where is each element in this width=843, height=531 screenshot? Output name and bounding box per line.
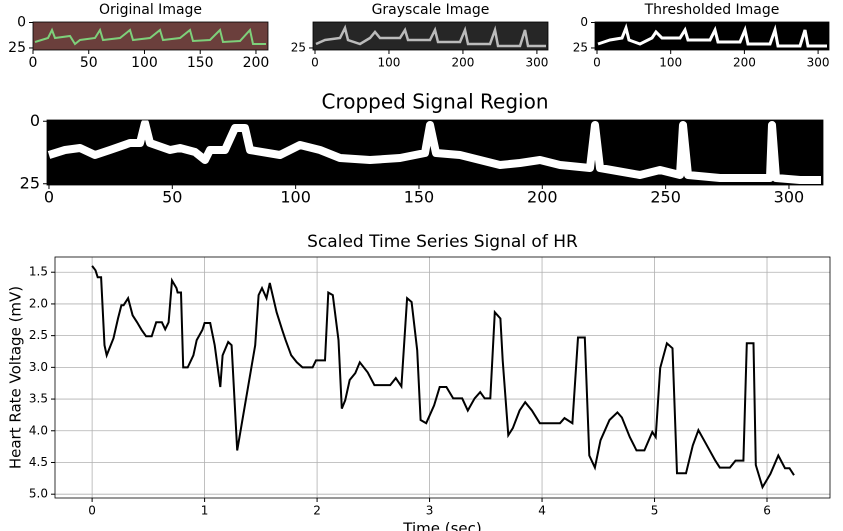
x-tick-label: 0 <box>311 56 319 70</box>
x-tick-label: 5 <box>651 504 659 518</box>
y-tick-label: 5.0 <box>29 487 48 501</box>
x-tick-label: 50 <box>162 188 182 207</box>
x-tick-label: 150 <box>187 55 214 71</box>
y-tick-label: 2.5 <box>29 328 48 342</box>
y-axis-label: Heart Rate Voltage (mV) <box>7 286 25 469</box>
image-trace <box>597 23 827 48</box>
image-bg <box>33 22 268 50</box>
x-axis-label: Time (sec) <box>402 520 481 531</box>
axes-frame <box>32 21 269 51</box>
series-line <box>91 265 795 490</box>
x-tick-label: 2 <box>313 504 321 518</box>
x-tick-label: 100 <box>378 56 401 70</box>
x-tick-label: 50 <box>80 55 98 71</box>
chart-title: Scaled Time Series Signal of HR <box>307 232 578 252</box>
x-tick-label: 0 <box>593 56 601 70</box>
y-tick-label: 3.5 <box>29 392 48 406</box>
axes-frame <box>54 256 831 499</box>
axes-frame <box>46 119 824 186</box>
y-tick-label: 4.5 <box>29 455 48 469</box>
image-trace <box>34 27 266 46</box>
x-tick-label: 200 <box>733 56 756 70</box>
y-tick-label: 0 <box>17 15 26 31</box>
chart-title: Cropped Signal Region <box>322 90 549 114</box>
chart-title: Original Image <box>99 2 202 18</box>
x-tick-label: 300 <box>525 56 548 70</box>
x-tick-label: 150 <box>404 188 435 207</box>
image-trace <box>315 24 546 48</box>
axes-frame <box>312 21 549 51</box>
x-tick-label: 0 <box>44 188 54 207</box>
x-tick-label: 300 <box>807 56 830 70</box>
y-tick-label: 1.5 <box>29 265 48 279</box>
axes-frame <box>594 21 830 51</box>
x-tick-label: 0 <box>88 504 96 518</box>
x-tick-label: 1 <box>201 504 209 518</box>
y-tick-label: 25 <box>8 40 26 56</box>
y-tick-label: 0 <box>30 111 40 130</box>
x-tick-label: 4 <box>538 504 546 518</box>
y-tick-label: 3.0 <box>29 360 48 374</box>
x-tick-label: 100 <box>280 188 311 207</box>
image-trace <box>47 119 821 184</box>
x-tick-label: 100 <box>659 56 682 70</box>
x-tick-label: 3 <box>426 504 434 518</box>
x-tick-label: 200 <box>243 55 270 71</box>
x-tick-label: 250 <box>650 188 681 207</box>
x-tick-label: 6 <box>763 504 771 518</box>
plot-area <box>55 257 830 498</box>
y-tick-label: 4.0 <box>29 423 48 437</box>
x-tick-label: 100 <box>131 55 158 71</box>
chart-title: Thresholded Image <box>644 2 780 18</box>
image-content <box>33 22 829 185</box>
y-tick-label: 0 <box>580 15 588 29</box>
y-tick-label: 2.0 <box>29 296 48 310</box>
y-tick-label: 25 <box>20 173 40 192</box>
x-tick-label: 300 <box>774 188 805 207</box>
x-tick-label: 200 <box>527 188 558 207</box>
x-tick-label: 0 <box>29 55 38 71</box>
y-tick-label: 25 <box>573 40 588 54</box>
x-tick-label: 200 <box>451 56 474 70</box>
y-tick-label: 25 <box>291 40 306 54</box>
chart-title: Grayscale Image <box>372 2 490 18</box>
